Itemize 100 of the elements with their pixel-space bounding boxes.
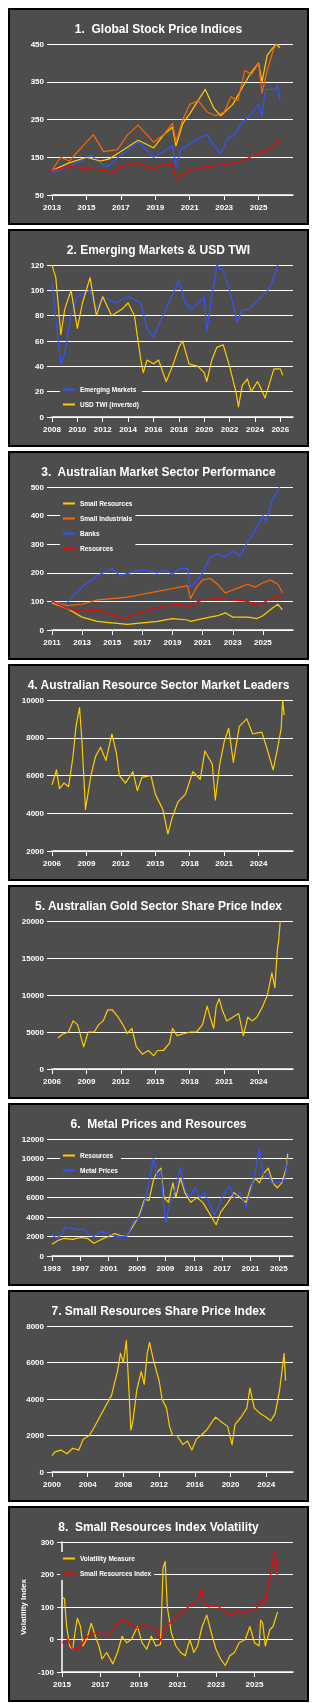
- x-tick-label: 2015: [146, 1076, 165, 1086]
- y-tick-label: 10000: [21, 990, 45, 1000]
- x-tick-label: 2021: [215, 1076, 234, 1086]
- line-series: [51, 84, 281, 173]
- x-tick-label: 2021: [215, 858, 234, 868]
- x-tick-label: 2024: [249, 858, 269, 868]
- x-tick-label: 2017: [91, 1679, 110, 1689]
- x-tick-label: 2018: [180, 858, 200, 868]
- x-tick-label: 2001: [99, 1263, 119, 1273]
- x-tick-label: 2017: [111, 202, 131, 212]
- x-tick-label: 2009: [77, 858, 96, 868]
- y-tick-label: 12000: [21, 1134, 45, 1144]
- y-tick-label: 0: [39, 1467, 45, 1477]
- y-tick-label: 250: [30, 115, 45, 124]
- y-tick-label: 2000: [26, 1431, 45, 1440]
- x-tick-label: 2025: [249, 202, 269, 212]
- y-tick-label: 10000: [21, 695, 45, 705]
- y-axis-title: Volatility Index: [18, 1578, 28, 1635]
- x-tick-label: 2013: [73, 637, 92, 647]
- y-tick-label: 60: [35, 336, 45, 346]
- line-series: [51, 595, 284, 620]
- y-tick-label: 80: [35, 311, 45, 321]
- x-tick-label: 2025: [253, 637, 273, 647]
- x-tick-label: 2005: [128, 1263, 147, 1273]
- x-tick-label: 2018: [169, 424, 189, 434]
- x-tick-label: 2011: [43, 637, 62, 647]
- line-series: [51, 1340, 287, 1457]
- chart-title: 5. Australian Gold Sector Share Price Index: [35, 899, 283, 913]
- x-tick-label: 2016: [185, 1479, 205, 1489]
- x-tick-label: 2012: [111, 1076, 131, 1086]
- y-tick-label: 6000: [26, 1358, 45, 1367]
- x-tick-label: 2025: [245, 1679, 264, 1689]
- y-tick-label: 4000: [26, 1394, 45, 1404]
- x-tick-label: 2009: [77, 1076, 96, 1086]
- line-series: [61, 1551, 279, 1650]
- x-tick-label: 2012: [111, 858, 131, 868]
- y-tick-label: 400: [30, 511, 45, 521]
- x-tick-label: 2016: [144, 424, 163, 434]
- y-tick-label: -100: [37, 1667, 55, 1677]
- chart-title: 1. Global Stock Price Indices: [74, 22, 243, 36]
- x-tick-label: 2021: [180, 202, 200, 212]
- y-tick-label: 4000: [26, 808, 45, 818]
- y-tick-label: 2000: [26, 846, 45, 856]
- x-tick-label: 2006: [43, 858, 62, 868]
- y-tick-label: 200: [40, 1570, 55, 1579]
- y-tick-label: 5000: [26, 1027, 45, 1037]
- y-tick-label: 350: [30, 77, 45, 87]
- chart-title: 3. Australian Market Sector Performance: [41, 465, 276, 479]
- y-tick-label: 20000: [21, 916, 45, 926]
- y-tick-label: 2000: [26, 1232, 45, 1241]
- y-tick-label: 50: [35, 190, 45, 200]
- y-tick-label: 8000: [26, 1321, 45, 1331]
- x-tick-label: 1997: [71, 1263, 90, 1273]
- y-tick-label: 120: [30, 260, 45, 270]
- y-tick-label: 500: [30, 482, 45, 492]
- x-tick-label: 2004: [78, 1479, 98, 1489]
- y-tick-label: 150: [30, 152, 45, 162]
- line-series: [57, 920, 281, 1057]
- x-tick-label: 2008: [114, 1479, 133, 1489]
- x-tick-label: 2020: [221, 1479, 240, 1489]
- x-tick-label: 2018: [180, 1076, 200, 1086]
- chart-title: 7. Small Resources Share Price Index: [51, 1304, 266, 1318]
- line-series: [51, 602, 284, 625]
- x-tick-label: 2023: [215, 202, 234, 212]
- x-tick-label: 2008: [43, 424, 62, 434]
- x-tick-label: 1993: [43, 1263, 62, 1273]
- y-tick-label: 0: [39, 412, 45, 422]
- y-tick-label: 40: [35, 361, 45, 371]
- x-tick-label: 2015: [103, 637, 122, 647]
- y-tick-label: 8000: [26, 733, 45, 743]
- x-tick-label: 2019: [146, 202, 165, 212]
- x-tick-label: 2012: [150, 1479, 169, 1489]
- line-series: [51, 264, 279, 365]
- x-tick-label: 2022: [220, 424, 240, 434]
- chart-title: 4. Australian Resource Sector Market Leaders: [27, 678, 290, 692]
- chart-title: 6. Metal Prices and Resources: [70, 1117, 247, 1131]
- x-tick-label: 2019: [130, 1679, 149, 1689]
- y-tick-label: 300: [30, 539, 45, 549]
- x-tick-label: 2020: [195, 424, 214, 434]
- y-tick-label: 100: [30, 285, 45, 295]
- line-series: [51, 699, 285, 835]
- x-tick-label: 2024: [249, 1076, 269, 1086]
- x-tick-label: 2026: [271, 424, 290, 434]
- x-tick-label: 2012: [93, 424, 113, 434]
- y-tick-label: 15000: [21, 953, 45, 963]
- x-tick-label: 2024: [257, 1479, 276, 1489]
- x-tick-label: 2025: [269, 1263, 289, 1273]
- y-tick-label: 0: [49, 1635, 55, 1644]
- y-tick-label: 6000: [26, 771, 45, 780]
- x-tick-label: 2015: [53, 1679, 72, 1689]
- chart-title: 8. Small Resources Index Volatility: [58, 1520, 260, 1534]
- x-tick-label: 2023: [223, 637, 243, 647]
- y-tick-label: 4000: [26, 1212, 45, 1222]
- y-tick-label: 100: [40, 1602, 55, 1612]
- x-tick-label: 2006: [43, 1076, 62, 1086]
- x-tick-label: 2021: [241, 1263, 260, 1273]
- x-tick-label: 2015: [146, 858, 165, 868]
- x-tick-label: 2024: [246, 424, 265, 434]
- line-series: [51, 139, 281, 179]
- x-tick-label: 2017: [213, 1263, 232, 1273]
